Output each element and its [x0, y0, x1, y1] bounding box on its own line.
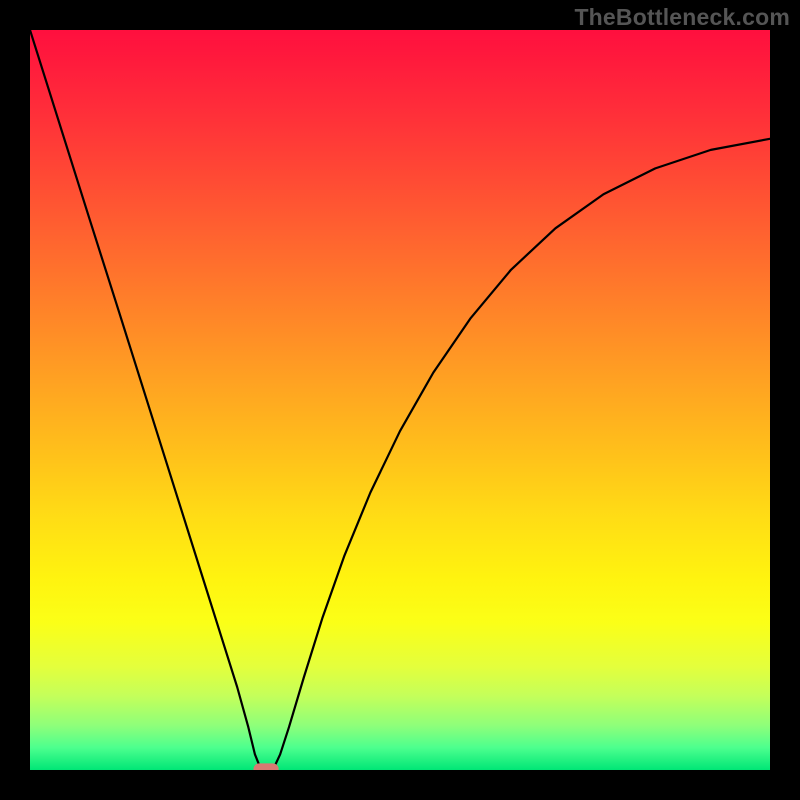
- min-marker: [253, 763, 278, 770]
- chart-svg: [30, 30, 770, 770]
- watermark-text: TheBottleneck.com: [574, 4, 790, 31]
- gradient-background: [30, 30, 770, 770]
- chart-frame: TheBottleneck.com: [0, 0, 800, 800]
- plot-area: [30, 30, 770, 770]
